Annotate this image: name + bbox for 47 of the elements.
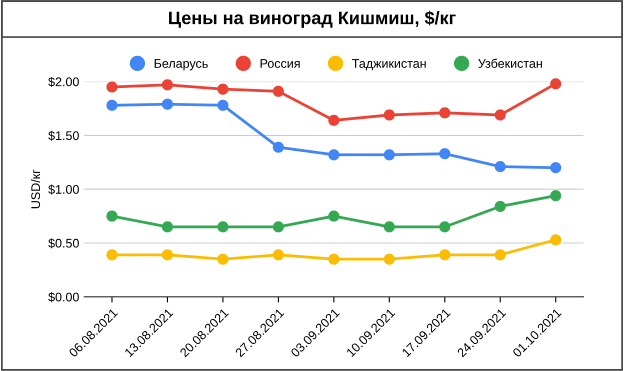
y-tick-label: $0.00 [48, 292, 79, 302]
chart-title: Цены на виноград Кишмиш, $/кг [169, 10, 456, 28]
point [384, 221, 395, 232]
point [272, 142, 284, 153]
point [439, 249, 450, 260]
point [328, 254, 340, 265]
legend-label: Беларусь [154, 59, 208, 70]
point [106, 249, 118, 260]
point [384, 149, 395, 160]
point [217, 100, 228, 111]
point [550, 190, 562, 202]
y-tick-label: $1.00 [48, 184, 79, 195]
point [550, 234, 562, 246]
point [494, 200, 506, 212]
point [439, 221, 450, 232]
y-tick-label: $0.50 [48, 238, 79, 248]
legend-label: Таджикистан [352, 59, 426, 70]
point [162, 98, 173, 110]
point [162, 79, 173, 90]
point [217, 221, 228, 232]
y-axis-title: USD/кг [30, 170, 40, 208]
point [439, 148, 450, 160]
point [494, 249, 506, 260]
point [328, 210, 340, 222]
point [106, 210, 118, 222]
point [106, 81, 118, 93]
point [550, 162, 562, 174]
point [272, 249, 284, 260]
point [384, 109, 395, 121]
point [328, 149, 340, 160]
legend-label: Россия [260, 59, 300, 68]
point [106, 100, 118, 111]
y-tick-label: $2.00 [48, 76, 79, 88]
point [328, 114, 340, 126]
point [494, 109, 506, 121]
point [439, 107, 450, 118]
point [272, 86, 284, 97]
legend-label: Узбекистан [478, 58, 542, 68]
point [217, 84, 228, 95]
point [162, 249, 173, 260]
y-tick-label: $1.50 [48, 130, 79, 141]
point [162, 221, 173, 232]
point [494, 161, 506, 172]
point [550, 78, 562, 90]
point [272, 221, 284, 232]
point [217, 254, 228, 265]
point [384, 254, 395, 265]
